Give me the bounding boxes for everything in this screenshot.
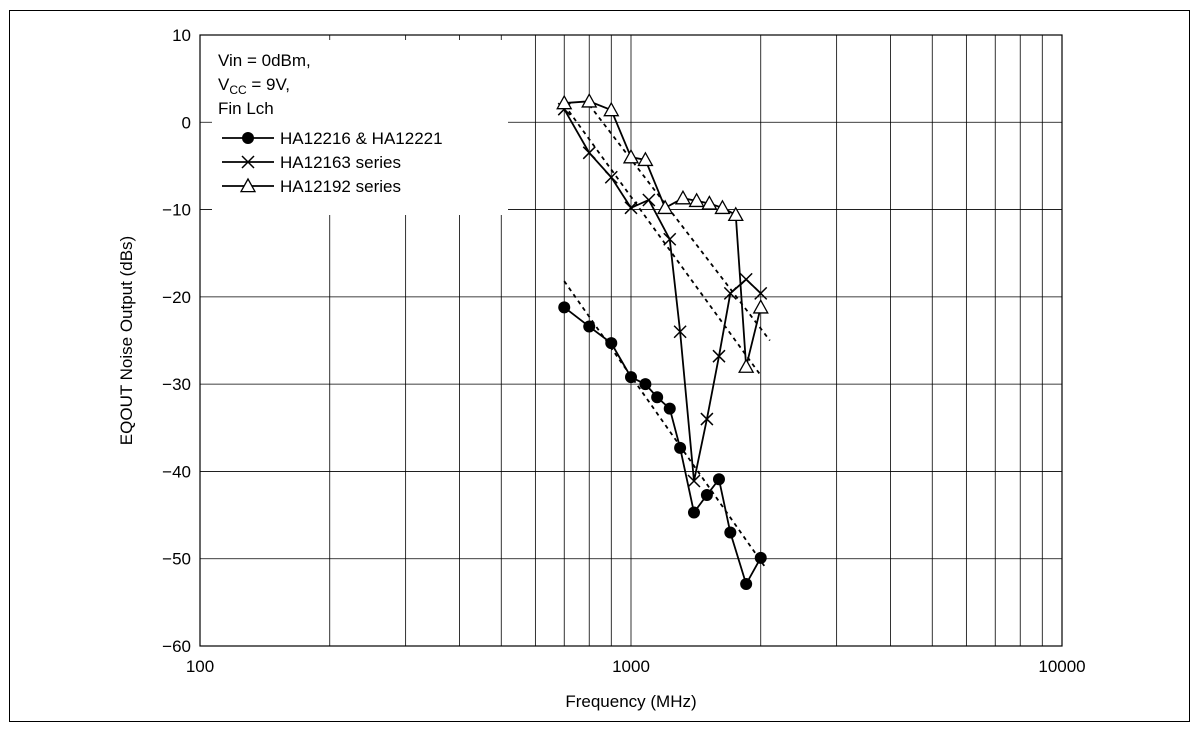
triangle-marker bbox=[752, 298, 769, 314]
triangle-marker bbox=[239, 177, 257, 193]
annotation-vcc: VCC = 9V, bbox=[218, 75, 290, 97]
annotation-vcc-value: = 9V, bbox=[247, 75, 290, 94]
cross-marker bbox=[582, 146, 596, 160]
data-series bbox=[556, 92, 769, 591]
cross-marker bbox=[663, 232, 677, 246]
triangle-marker bbox=[674, 189, 692, 205]
y-tick-label: −20 bbox=[162, 288, 191, 307]
circle-marker bbox=[712, 473, 725, 486]
y-tick-label: 10 bbox=[172, 26, 191, 45]
cross-marker bbox=[687, 474, 701, 488]
y-tick-label: 0 bbox=[182, 113, 191, 132]
circle-marker bbox=[674, 441, 687, 454]
triangle-marker bbox=[603, 101, 620, 117]
grid-lines bbox=[200, 35, 1062, 646]
triangle-marker bbox=[581, 92, 598, 108]
circle-marker bbox=[605, 337, 618, 350]
circle-marker bbox=[651, 391, 664, 404]
cross-marker bbox=[241, 155, 255, 169]
circle-marker bbox=[700, 488, 713, 501]
trend-line bbox=[588, 104, 771, 342]
cross-marker bbox=[723, 286, 737, 300]
circle-marker bbox=[724, 526, 737, 539]
x-tick-label: 100 bbox=[186, 657, 214, 676]
y-tick-label: −60 bbox=[162, 637, 191, 656]
cross-marker bbox=[624, 201, 638, 215]
cross-marker bbox=[754, 286, 768, 300]
x-axis-label: Frequency (MHz) bbox=[565, 692, 696, 711]
circle-marker bbox=[754, 551, 767, 564]
circle-marker bbox=[687, 506, 700, 519]
circle-marker bbox=[625, 371, 637, 384]
series-line bbox=[563, 306, 762, 587]
triangle-marker bbox=[688, 192, 705, 208]
trend-line bbox=[563, 104, 762, 376]
legend-label: HA12192 series bbox=[280, 177, 401, 196]
series-group bbox=[556, 92, 769, 373]
triangle-marker bbox=[622, 148, 640, 164]
annotation-vcc-sub: CC bbox=[229, 83, 247, 97]
triangle-marker bbox=[556, 94, 573, 110]
y-tick-label: −50 bbox=[162, 550, 191, 569]
chart-annotation: Vin = 0dBm, VCC = 9V, Fin Lch bbox=[218, 51, 311, 118]
circle-marker bbox=[583, 320, 596, 333]
triangle-marker bbox=[637, 151, 654, 167]
annotation-vcc-main: V bbox=[218, 75, 230, 94]
series-group bbox=[557, 102, 768, 488]
legend-label: HA12216 & HA12221 bbox=[280, 129, 443, 148]
triangle-marker bbox=[738, 358, 755, 373]
cross-marker bbox=[673, 325, 687, 339]
annotation-fin: Fin Lch bbox=[218, 99, 274, 118]
circle-marker bbox=[558, 301, 571, 314]
circle-marker bbox=[740, 578, 753, 591]
triangle-marker bbox=[701, 195, 718, 210]
triangle-marker bbox=[727, 206, 744, 222]
annotation-vin: Vin = 0dBm, bbox=[218, 51, 311, 70]
cross-marker bbox=[739, 272, 753, 286]
y-tick-label: −10 bbox=[162, 201, 191, 220]
y-tick-label: −40 bbox=[162, 462, 191, 481]
triangle-marker bbox=[714, 199, 731, 215]
legend: HA12216 & HA12221 HA12163 series HA12192 s… bbox=[222, 129, 443, 196]
cross-marker bbox=[642, 193, 656, 207]
cross-marker bbox=[604, 170, 618, 184]
circle-marker bbox=[242, 132, 254, 144]
y-axis-label: EQOUT Noise Output (dBs) bbox=[117, 236, 136, 445]
y-tick-label: −30 bbox=[162, 375, 191, 394]
trend-lines bbox=[563, 104, 771, 568]
chart-frame bbox=[9, 10, 1190, 722]
cross-marker bbox=[712, 349, 726, 363]
legend-label: HA12163 series bbox=[280, 153, 401, 172]
plot-border bbox=[199, 34, 1063, 647]
cross-marker bbox=[700, 412, 714, 426]
trend-line bbox=[563, 280, 767, 568]
circle-marker bbox=[663, 402, 676, 415]
series-group bbox=[558, 301, 767, 591]
x-tick-label: 1000 bbox=[612, 657, 650, 676]
circle-marker bbox=[639, 378, 652, 391]
triangle-marker bbox=[657, 199, 674, 215]
x-tick-label: 10000 bbox=[1038, 657, 1085, 676]
